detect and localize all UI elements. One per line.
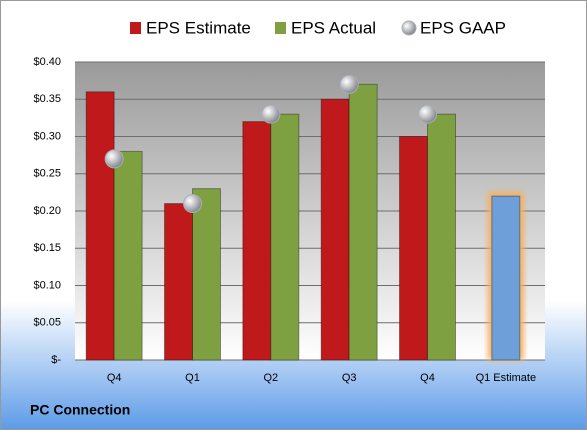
legend-label: EPS GAAP bbox=[420, 18, 506, 37]
bar bbox=[192, 188, 221, 361]
bar bbox=[427, 113, 456, 361]
x-tick-label: Q2 bbox=[263, 372, 278, 384]
gaap-marker bbox=[418, 104, 437, 124]
bar bbox=[113, 150, 143, 361]
gaap-marker bbox=[339, 74, 359, 94]
bar bbox=[270, 113, 300, 361]
y-tick-label: $0.40 bbox=[33, 56, 61, 68]
bar bbox=[242, 121, 272, 361]
legend-label: EPS Actual bbox=[291, 18, 376, 37]
forecast-bar bbox=[491, 195, 521, 361]
y-tick-label: $0.10 bbox=[33, 279, 61, 291]
x-tick-label: Q4 bbox=[107, 372, 122, 384]
chart-title: PC Connection bbox=[30, 402, 130, 418]
bar bbox=[85, 91, 115, 361]
x-tick-label: Q4 bbox=[420, 372, 435, 384]
bar bbox=[348, 83, 378, 361]
legend-marker bbox=[130, 22, 141, 34]
gaap-marker bbox=[104, 149, 124, 169]
gaap-marker bbox=[261, 104, 281, 124]
x-tick-label: Q1 Estimate bbox=[476, 372, 537, 384]
y-tick-label: $0.15 bbox=[33, 242, 61, 254]
bar bbox=[164, 203, 193, 361]
y-tick-label: $- bbox=[51, 354, 61, 366]
y-tick-label: $0.35 bbox=[33, 93, 61, 105]
x-tick-label: Q3 bbox=[342, 372, 357, 384]
y-tick-label: $0.30 bbox=[33, 130, 61, 142]
legend-marker bbox=[275, 22, 286, 34]
x-tick-label: Q1 bbox=[185, 372, 200, 384]
gaap-marker bbox=[183, 194, 202, 214]
bar bbox=[320, 98, 350, 361]
bar bbox=[399, 136, 428, 361]
legend-marker bbox=[401, 20, 417, 36]
y-tick-label: $0.05 bbox=[33, 317, 61, 329]
legend-label: EPS Estimate bbox=[146, 18, 251, 37]
y-tick-label: $0.25 bbox=[33, 168, 61, 180]
y-tick-label: $0.20 bbox=[33, 205, 61, 217]
